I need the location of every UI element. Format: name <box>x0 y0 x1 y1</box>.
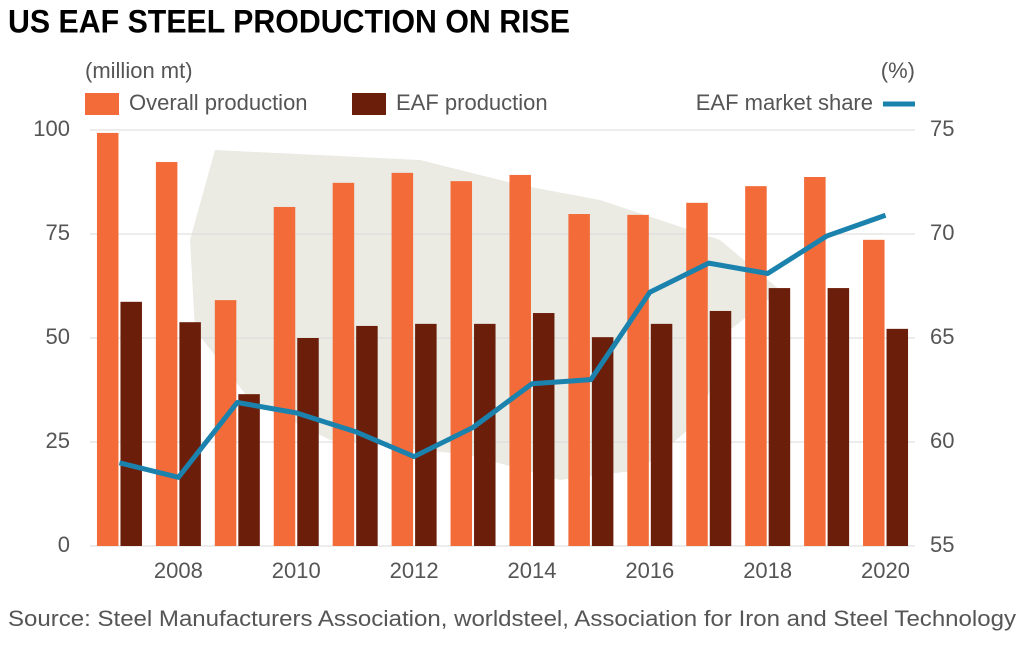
x-tick-label: 2010 <box>272 558 321 583</box>
chart-title: US EAF STEEL PRODUCTION ON RISE <box>8 3 570 39</box>
y-tick-label: 0 <box>58 532 70 557</box>
bar <box>650 323 673 546</box>
y-tick-label: 75 <box>46 220 70 245</box>
legend-label: Overall production <box>129 90 308 115</box>
legend-label: EAF production <box>396 90 548 115</box>
bar <box>96 132 119 547</box>
bar <box>297 338 319 546</box>
y2-tick-label: 75 <box>930 116 954 141</box>
x-tick-label: 2014 <box>507 558 556 583</box>
bar <box>238 394 260 546</box>
bar <box>415 323 437 546</box>
legend-label: EAF market share <box>696 90 873 115</box>
bar <box>450 181 473 546</box>
bar <box>745 186 767 546</box>
y2-tick-label: 70 <box>930 220 954 245</box>
legend-swatch <box>352 93 386 115</box>
bar <box>155 162 178 547</box>
x-tick-label: 2020 <box>861 558 910 583</box>
bar <box>474 323 496 546</box>
bar <box>179 322 201 546</box>
bar <box>804 177 826 546</box>
y-tick-label: 50 <box>46 324 70 349</box>
x-tick-label: 2008 <box>154 558 203 583</box>
bar <box>391 172 414 546</box>
source-note: Source: Steel Manufacturers Association,… <box>8 606 1016 631</box>
bar <box>273 206 296 546</box>
bar <box>214 300 237 546</box>
bar <box>686 202 708 547</box>
y2-tick-label: 55 <box>930 532 954 557</box>
bar <box>509 174 531 547</box>
x-tick-label: 2012 <box>390 558 439 583</box>
y2-tick-label: 65 <box>930 324 954 349</box>
line <box>118 212 887 480</box>
bar <box>120 301 142 546</box>
y-tick-label: 25 <box>46 428 70 453</box>
bar <box>591 337 614 546</box>
x-tick-label: 2016 <box>625 558 674 583</box>
y2-tick-label: 60 <box>930 428 954 453</box>
bar <box>627 214 649 546</box>
bar <box>827 288 850 546</box>
bar <box>863 239 885 546</box>
bar <box>886 328 909 546</box>
legend-swatch <box>85 93 119 115</box>
y2-axis-label: (%) <box>881 58 915 83</box>
y-axis-label: (million mt) <box>85 58 193 83</box>
x-tick-label: 2018 <box>743 558 792 583</box>
y-tick-label: 100 <box>33 116 70 141</box>
bar <box>532 313 555 546</box>
bar <box>709 310 732 546</box>
bar <box>332 182 355 546</box>
bar <box>768 288 791 546</box>
